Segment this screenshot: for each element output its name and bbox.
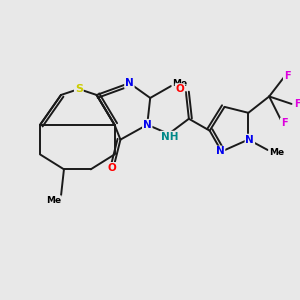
- Text: Me: Me: [46, 196, 61, 205]
- Text: F: F: [284, 70, 290, 81]
- Text: F: F: [281, 118, 287, 128]
- Text: NH: NH: [161, 132, 178, 142]
- Text: S: S: [75, 84, 83, 94]
- Text: N: N: [245, 135, 254, 145]
- Text: N: N: [216, 146, 224, 157]
- Text: N: N: [125, 78, 134, 88]
- Text: O: O: [107, 163, 116, 173]
- Text: Me: Me: [269, 148, 284, 158]
- Text: F: F: [294, 99, 300, 109]
- Text: N: N: [143, 120, 152, 130]
- Text: O: O: [176, 84, 184, 94]
- Text: Me: Me: [172, 79, 188, 88]
